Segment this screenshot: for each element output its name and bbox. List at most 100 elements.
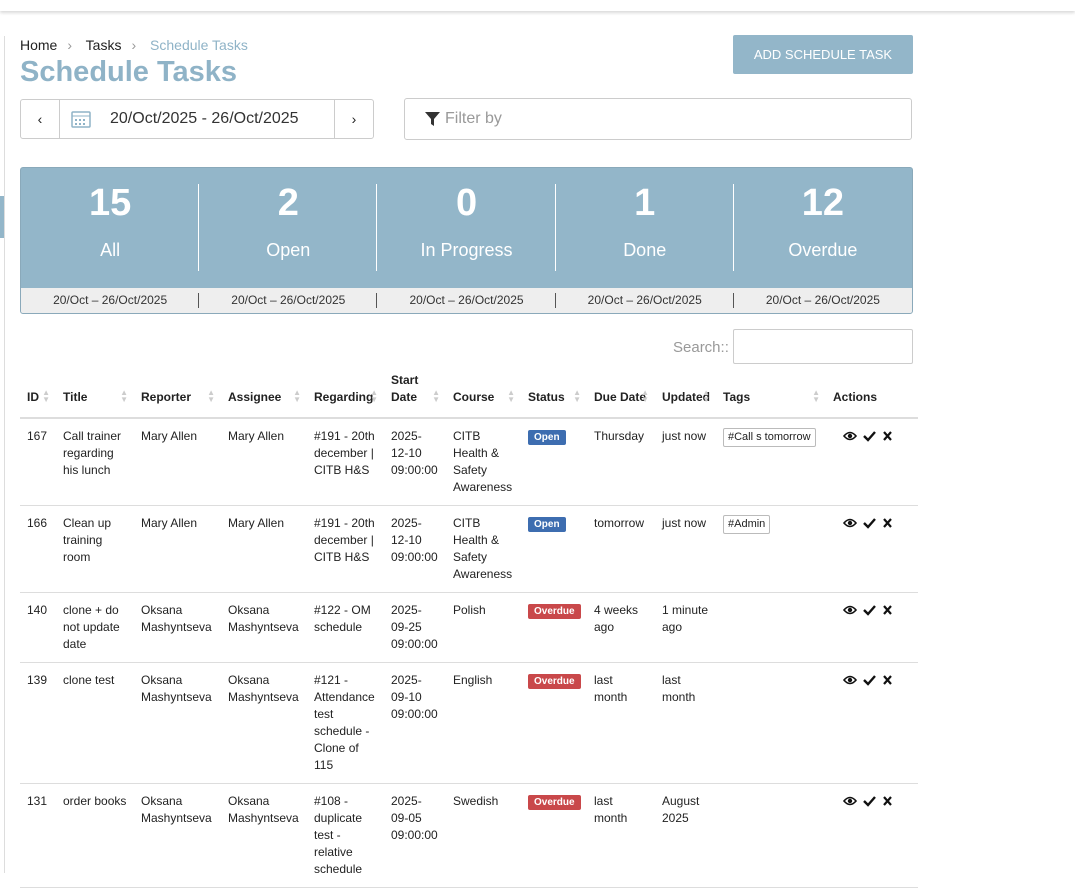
sort-icon: ▲ ▼ <box>207 388 215 404</box>
column-header[interactable]: Tags ▲ ▼ <box>716 372 826 419</box>
delete-action[interactable] <box>882 674 893 691</box>
date-range-text: 20/Oct/2025 - 26/Oct/2025 <box>110 110 299 127</box>
view-action[interactable] <box>842 674 858 691</box>
cell-updated: just now <box>655 505 716 593</box>
summary-box[interactable]: 2 Open 20/Oct – 26/Oct/2025 <box>199 168 378 313</box>
cell-regarding: #121 - Attendance test schedule - Clone … <box>307 662 384 784</box>
cell-course: CITB Health & Safety Awareness <box>446 418 521 506</box>
divider <box>376 293 378 308</box>
actions <box>833 517 911 534</box>
summary-box[interactable]: 15 All 20/Oct – 26/Oct/2025 <box>21 168 200 313</box>
cell-due-date: last month <box>587 783 655 888</box>
status-badge: Overdue <box>528 604 581 619</box>
summary-range: 20/Oct – 26/Oct/2025 <box>199 288 378 313</box>
column-header[interactable]: ID ▲ ▼ <box>20 372 56 419</box>
delete-action[interactable] <box>882 604 893 621</box>
actions <box>833 604 911 621</box>
summary-range: 20/Oct – 26/Oct/2025 <box>377 288 556 313</box>
breadcrumb: Home › Tasks › Schedule Tasks <box>20 37 248 53</box>
column-header[interactable]: Due Date ▲ ▼ <box>587 372 655 419</box>
divider <box>732 293 734 308</box>
cell-assignee: Oksana Mashyntseva <box>221 592 307 663</box>
tasks-table: ID ▲ ▼ Title ▲ ▼ Reporter ▲ ▼ Assignee ▲ ▼ Regarding… <box>20 372 918 888</box>
complete-action[interactable] <box>863 795 876 812</box>
column-header[interactable]: Updated ▲ ▼ <box>655 372 716 419</box>
sort-icon: ▲ ▼ <box>432 388 440 404</box>
sidebar-active <box>0 196 4 238</box>
cell-course: CITB Health & Safety Awareness <box>446 505 521 593</box>
column-header[interactable]: Assignee ▲ ▼ <box>221 372 307 419</box>
cell: Open <box>521 505 587 593</box>
cell-assignee: Mary Allen <box>221 418 307 506</box>
tag[interactable]: #Call s tomorrow <box>723 428 816 447</box>
summary-count: 1 <box>634 182 656 224</box>
summary-box[interactable]: 1 Done 20/Oct – 26/Oct/2025 <box>555 168 734 313</box>
cell: #Call s tomorrow <box>716 418 826 506</box>
delete-action[interactable] <box>882 517 893 534</box>
cell-due-date: tomorrow <box>587 505 655 593</box>
summary-range: 20/Oct – 26/Oct/2025 <box>21 288 200 313</box>
column-header[interactable]: Reporter ▲ ▼ <box>134 372 221 419</box>
complete-action[interactable] <box>863 604 876 621</box>
date-picker: ‹ 20/Oct/2025 - 26/Oct/2025 › <box>20 99 374 139</box>
table-row: 167 Call trainer regarding his lunch Mary … <box>20 418 918 506</box>
summary-count: 12 <box>801 182 845 224</box>
calendar-icon <box>71 111 91 128</box>
add-button[interactable]: ADD SCHEDULE TASK <box>733 35 913 74</box>
cell: Overdue <box>521 662 587 784</box>
cell-title: Clean up training room <box>56 505 134 593</box>
summary-box[interactable]: 12 Overdue 20/Oct – 26/Oct/2025 <box>733 168 912 313</box>
column-header[interactable]: Title ▲ ▼ <box>56 372 134 419</box>
cell <box>826 418 918 506</box>
table-row: 139 clone test Oksana Mashyntseva Oksana Ma… <box>20 662 918 784</box>
cell-regarding: #191 - 20th december | CITB H&S <box>307 505 384 593</box>
summary-label: All <box>100 240 121 260</box>
crumb[interactable]: Home <box>20 37 58 53</box>
date-range[interactable]: 20/Oct/2025 - 26/Oct/2025 <box>59 100 335 138</box>
cell-reporter: Mary Allen <box>134 418 221 506</box>
crumb: Schedule Tasks <box>150 37 248 53</box>
summary-range: 20/Oct – 26/Oct/2025 <box>555 288 734 313</box>
complete-action[interactable] <box>863 674 876 691</box>
cell <box>716 783 826 888</box>
column-header[interactable]: Course ▲ ▼ <box>446 372 521 419</box>
sort-icon: ▲ ▼ <box>370 388 378 404</box>
cell-reporter: Oksana Mashyntseva <box>134 783 221 888</box>
cell-title: Call trainer regarding his lunch <box>56 418 134 506</box>
view-action[interactable] <box>842 430 858 447</box>
cell <box>826 662 918 784</box>
column-header[interactable]: Status ▲ ▼ <box>521 372 587 419</box>
complete-action[interactable] <box>863 517 876 534</box>
delete-action[interactable] <box>882 430 893 447</box>
column-header[interactable]: Regarding ▲ ▼ <box>307 372 384 419</box>
cell <box>826 783 918 888</box>
view-action[interactable] <box>842 517 858 534</box>
cell-updated: last month <box>655 662 716 784</box>
complete-action[interactable] <box>863 430 876 447</box>
next-button[interactable]: › <box>351 111 357 127</box>
sort-icon: ▲ ▼ <box>573 388 581 404</box>
column-header[interactable]: Start Date ▲ ▼ <box>384 372 446 419</box>
cell <box>716 592 826 663</box>
summary-box[interactable]: 0 In Progress 20/Oct – 26/Oct/2025 <box>377 168 556 313</box>
tag[interactable]: #Admin <box>723 515 771 534</box>
filter-placeholder: Filter by <box>445 110 502 127</box>
view-action[interactable] <box>842 604 858 621</box>
summary-label: Open <box>266 240 311 260</box>
view-action[interactable] <box>842 795 858 812</box>
divider <box>198 293 200 308</box>
table-row: 140 clone + do not update date Oksana Mash… <box>20 592 918 663</box>
cell: Overdue <box>521 592 587 663</box>
table-row: 131 order books Oksana Mashyntseva Oksana M… <box>20 783 918 888</box>
search-input[interactable] <box>733 329 913 364</box>
filter-input[interactable]: Filter by <box>404 98 912 140</box>
status-badge: Overdue <box>528 795 581 810</box>
summary-label: Overdue <box>788 240 858 260</box>
filter-icon <box>425 112 440 126</box>
divider <box>554 184 556 271</box>
delete-action[interactable] <box>882 795 893 812</box>
cell-due-date: 4 weeks ago <box>587 592 655 663</box>
prev-button[interactable]: ‹ <box>37 111 43 127</box>
crumb[interactable]: Tasks <box>85 37 122 53</box>
